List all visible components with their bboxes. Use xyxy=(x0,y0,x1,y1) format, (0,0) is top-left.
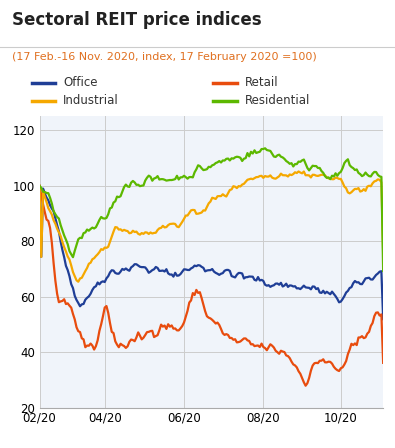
Text: Sectoral REIT price indices: Sectoral REIT price indices xyxy=(12,11,261,29)
Text: Office: Office xyxy=(63,76,98,90)
Text: (17 Feb.-16 Nov. 2020, index, 17 February 2020 =100): (17 Feb.-16 Nov. 2020, index, 17 Februar… xyxy=(12,52,317,61)
Text: Retail: Retail xyxy=(245,76,278,90)
Text: Industrial: Industrial xyxy=(63,94,119,108)
Text: Residential: Residential xyxy=(245,94,310,108)
